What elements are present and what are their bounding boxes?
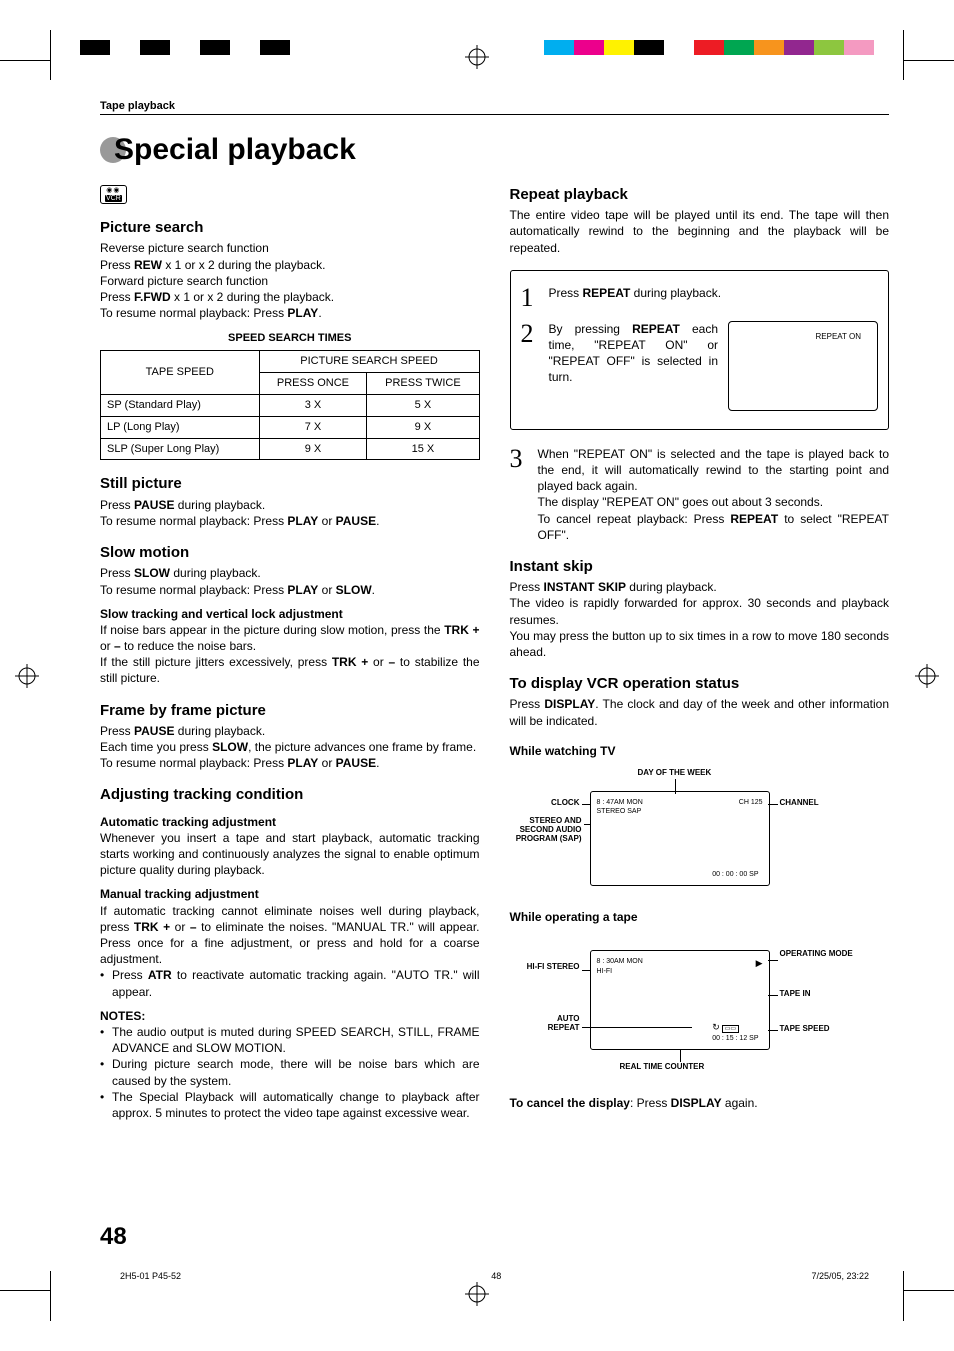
subheading-notes: NOTES: <box>100 1008 480 1024</box>
text: Press PAUSE during playback. <box>100 497 480 513</box>
text: If the still picture jitters excessively… <box>100 654 480 686</box>
registration-mark-right <box>915 664 939 688</box>
subheading: Automatic tracking adjustment <box>100 814 480 830</box>
left-column: ◉◉ VCR Picture search Reverse picture se… <box>100 185 480 1121</box>
list-item: The Special Playback will automatically … <box>100 1089 480 1121</box>
text: Press DISPLAY. The clock and day of the … <box>510 696 890 728</box>
breadcrumb: Tape playback <box>100 100 889 115</box>
text: Each time you press SLOW, the picture ad… <box>100 739 480 755</box>
text: Whenever you insert a tape and start pla… <box>100 830 480 879</box>
page-title: Special playback <box>114 133 356 167</box>
step-number: 2 <box>521 321 541 411</box>
diagram-operating-tape: 8 : 30AM MON ▶ HI-FI ↻ ▭▭ 00 : 15 : 12 S… <box>510 935 890 1085</box>
step-body: Press REPEAT during playback. <box>549 285 879 311</box>
heading-frame: Frame by frame picture <box>100 701 480 721</box>
text: The video is rapidly forwarded for appro… <box>510 595 890 627</box>
heading-still-picture: Still picture <box>100 474 480 494</box>
text: Forward picture search function <box>100 273 480 289</box>
list-item: The audio output is muted during SPEED S… <box>100 1024 480 1056</box>
color-bar-right <box>544 40 874 55</box>
text: Press F.FWD x 1 or x 2 during the playba… <box>100 289 480 305</box>
step-body: By pressing REPEAT each time, "REPEAT ON… <box>549 321 719 386</box>
heading-display-status: To display VCR operation status <box>510 674 890 694</box>
step-body: When "REPEAT ON" is selected and the tap… <box>538 446 890 543</box>
step-number: 1 <box>521 285 541 311</box>
heading-repeat: Repeat playback <box>510 185 890 205</box>
text: To resume normal playback: Press PLAY. <box>100 305 480 321</box>
text: To resume normal playback: Press PLAY or… <box>100 582 480 598</box>
heading-instant-skip: Instant skip <box>510 557 890 577</box>
text: You may press the button up to six times… <box>510 628 890 660</box>
text: If automatic tracking cannot eliminate n… <box>100 903 480 968</box>
right-column: Repeat playback The entire video tape wi… <box>510 185 890 1121</box>
heading-slow-motion: Slow motion <box>100 543 480 563</box>
text: The entire video tape will be played unt… <box>510 207 890 256</box>
text: Press REW x 1 or x 2 during the playback… <box>100 257 480 273</box>
screen-mock: REPEAT ON <box>728 321 878 411</box>
speed-table: TAPE SPEEDPICTURE SEARCH SPEED PRESS ONC… <box>100 350 480 460</box>
text: To cancel the display: Press DISPLAY aga… <box>510 1095 890 1111</box>
list-item: Press ATR to reactivate automatic tracki… <box>100 967 480 999</box>
color-bar-left <box>80 40 320 55</box>
text: Press PAUSE during playback. <box>100 723 480 739</box>
footer: 2H5-01 P45-52 48 7/25/05, 23:22 <box>100 1271 889 1281</box>
vcr-badge: ◉◉ VCR <box>100 185 127 204</box>
list-item: During picture search mode, there will b… <box>100 1056 480 1088</box>
diagram-watching-tv: DAY OF THE WEEK 8 : 47AM MON CH 125 STER… <box>510 769 890 899</box>
text: Reverse picture search function <box>100 240 480 256</box>
registration-mark-top <box>465 45 489 69</box>
step-number: 3 <box>510 446 530 543</box>
subheading: While watching TV <box>510 743 890 759</box>
registration-mark-left <box>15 664 39 688</box>
page-number: 48 <box>100 1223 127 1251</box>
heading-adjusting: Adjusting tracking condition <box>100 785 480 805</box>
text: Press INSTANT SKIP during playback. <box>510 579 890 595</box>
text: Press SLOW during playback. <box>100 565 480 581</box>
subheading: Slow tracking and vertical lock adjustme… <box>100 606 480 622</box>
text: To resume normal playback: Press PLAY or… <box>100 755 480 771</box>
subheading: Manual tracking adjustment <box>100 886 480 902</box>
registration-mark-bottom <box>465 1282 489 1306</box>
subheading: While operating a tape <box>510 909 890 925</box>
text: To resume normal playback: Press PLAY or… <box>100 513 480 529</box>
table-caption: SPEED SEARCH TIMES <box>100 331 480 346</box>
text: If noise bars appear in the picture duri… <box>100 622 480 654</box>
heading-picture-search: Picture search <box>100 218 480 238</box>
